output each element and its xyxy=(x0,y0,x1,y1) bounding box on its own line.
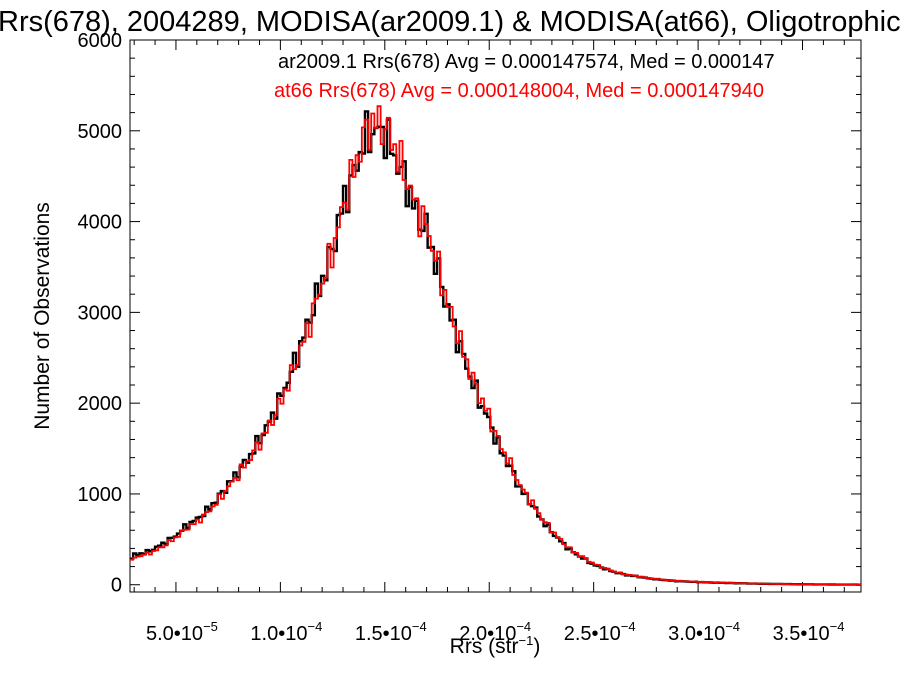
x-tick-label: 5.0•10−5 xyxy=(146,619,218,645)
x-axis-label-sup: −1 xyxy=(519,633,534,648)
y-axis-label: Number of Observations xyxy=(31,202,54,430)
y-tick-label: 3000 xyxy=(78,302,123,324)
y-tick-labels: 0 1000 2000 3000 4000 5000 6000 xyxy=(78,30,123,597)
y-tick-label: 1000 xyxy=(78,484,123,506)
series-layer xyxy=(130,105,861,586)
x-axis-label: Rrs (str−1) xyxy=(450,633,541,658)
x-tick-label: 3.0•10−4 xyxy=(668,619,740,645)
x-axis-label-text: Rrs (str xyxy=(450,635,519,658)
plot-frame xyxy=(129,39,862,593)
x-tick-label: 1.5•10−4 xyxy=(355,619,427,645)
legend-entry-ar2009: ar2009.1 Rrs(678) Avg = 0.000147574, Med… xyxy=(278,51,775,73)
y-tick-label: 6000 xyxy=(78,30,123,52)
chart-title: Rrs(678), 2004289, MODISA(ar2009.1) & MO… xyxy=(0,6,900,38)
x-tick-label: 1.0•10−4 xyxy=(250,619,322,645)
y-tick-label: 5000 xyxy=(78,121,123,143)
legend-entry-at66: at66 Rrs(678) Avg = 0.000148004, Med = 0… xyxy=(274,80,764,102)
x-tick-labels: 5.0•10−5 1.0•10−4 1.5•10−4 2.0•10−4 2.5•10−4… xyxy=(146,619,844,645)
y-tick-label: 2000 xyxy=(78,393,123,415)
histogram-series-at66 xyxy=(130,105,861,586)
x-axis-label-end: ) xyxy=(533,635,540,658)
x-tick-label: 2.0•10−4 xyxy=(459,619,531,645)
y-tick-label: 0 xyxy=(111,575,122,597)
histogram-series-ar2009.1 xyxy=(130,110,861,586)
y-tick-label: 4000 xyxy=(78,212,123,234)
x-tick-label: 3.5•10−4 xyxy=(773,619,845,645)
x-tick-label: 2.5•10−4 xyxy=(564,619,636,645)
axis-ticks xyxy=(130,39,861,592)
